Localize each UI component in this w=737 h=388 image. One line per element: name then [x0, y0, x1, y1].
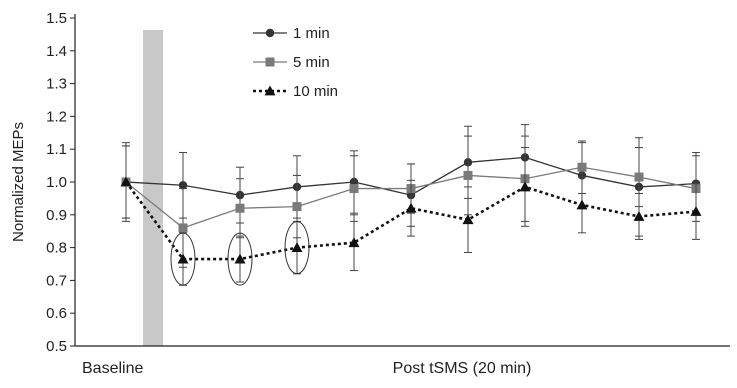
data-point-square — [463, 170, 473, 180]
data-point-triangle — [462, 214, 474, 225]
y-tick-label: 1.3 — [46, 76, 67, 93]
y-tick-label: 1.5 — [46, 10, 67, 27]
y-tick-label: 0.6 — [46, 305, 67, 322]
legend-marker — [265, 57, 275, 67]
x-category-label-post: Post tSMS (20 min) — [393, 360, 532, 377]
data-point-triangle — [291, 242, 303, 252]
y-tick-label: 1.1 — [46, 141, 67, 158]
data-point-triangle — [120, 176, 132, 187]
data-point-triangle — [348, 237, 360, 248]
stimulation-bar — [143, 30, 163, 346]
y-tick-label: 0.7 — [46, 272, 67, 289]
y-tick-label: 1.0 — [46, 174, 67, 191]
data-point-triangle — [405, 202, 417, 213]
legend-item: 5 min — [253, 54, 330, 71]
highlight-ellipse — [284, 221, 310, 275]
data-point-triangle — [234, 253, 246, 264]
legend-marker — [265, 28, 275, 38]
y-tick-label: 1.4 — [46, 43, 67, 60]
data-point-circle — [178, 181, 188, 190]
data-point-triangle — [519, 181, 531, 192]
legend-marker — [264, 85, 276, 96]
data-point-square — [577, 162, 587, 172]
series-line — [124, 181, 697, 261]
data-point-square — [634, 172, 644, 182]
data-point-triangle — [633, 210, 645, 221]
legend-item: 1 min — [253, 25, 330, 42]
series-10-min — [120, 142, 702, 286]
y-tick-label: 0.5 — [46, 338, 67, 355]
data-point-square — [178, 223, 188, 233]
legend-item: 10 min — [253, 83, 338, 100]
highlight-ellipse — [170, 232, 196, 286]
y-tick-label: 0.9 — [46, 207, 67, 224]
data-point-triangle — [576, 199, 588, 210]
y-tick-label: 1.2 — [46, 108, 67, 125]
data-point-triangle — [177, 253, 189, 264]
legend-label: 1 min — [293, 25, 330, 42]
legend-label: 10 min — [293, 83, 338, 100]
highlight-ellipse — [227, 232, 253, 286]
legend-label: 5 min — [293, 54, 330, 71]
x-category-label-baseline: Baseline — [82, 360, 143, 377]
y-axis-title: Normalized MEPs — [10, 122, 27, 242]
data-point-square — [235, 203, 245, 213]
data-point-square — [292, 202, 302, 212]
data-point-triangle — [690, 206, 702, 216]
y-tick-label: 0.8 — [46, 240, 67, 257]
data-point-square — [349, 184, 359, 194]
